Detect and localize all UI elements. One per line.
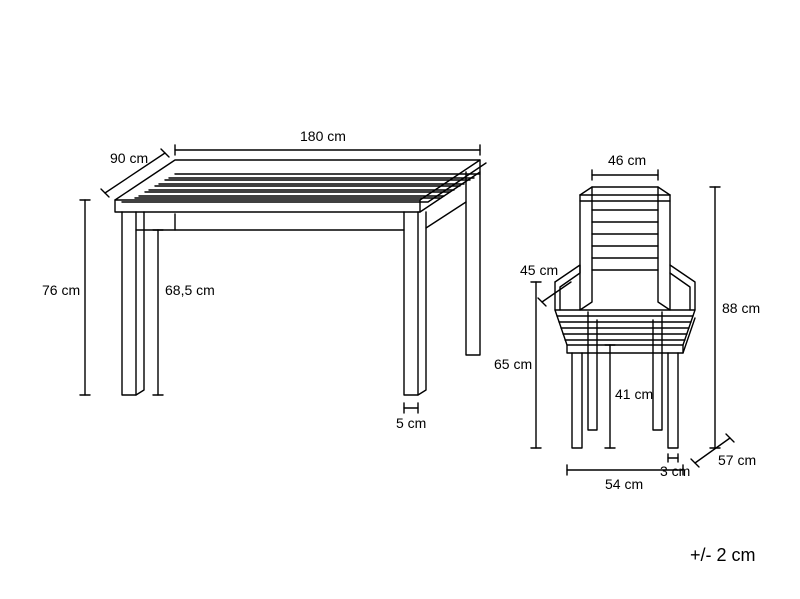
label-chair-seath: 41 cm bbox=[615, 386, 653, 402]
label-chair-height: 88 cm bbox=[722, 300, 760, 316]
label-table-height: 76 cm bbox=[42, 282, 80, 298]
line-drawing bbox=[0, 0, 800, 599]
label-chair-seatd: 45 cm bbox=[520, 262, 558, 278]
label-table-depth: 90 cm bbox=[110, 150, 148, 166]
label-chair-depthb: 57 cm bbox=[718, 452, 756, 468]
label-tolerance: +/- 2 cm bbox=[690, 545, 756, 566]
label-chair-armh: 65 cm bbox=[494, 356, 532, 372]
diagram-canvas: 90 cm 180 cm 76 cm 68,5 cm 5 cm 46 cm 45… bbox=[0, 0, 800, 599]
label-chair-legw: 3 cm bbox=[660, 463, 690, 479]
label-chair-backw: 46 cm bbox=[608, 152, 646, 168]
label-table-length: 180 cm bbox=[300, 128, 346, 144]
label-chair-widthb: 54 cm bbox=[605, 476, 643, 492]
label-table-leg: 5 cm bbox=[396, 415, 426, 431]
label-table-under: 68,5 cm bbox=[165, 282, 215, 298]
